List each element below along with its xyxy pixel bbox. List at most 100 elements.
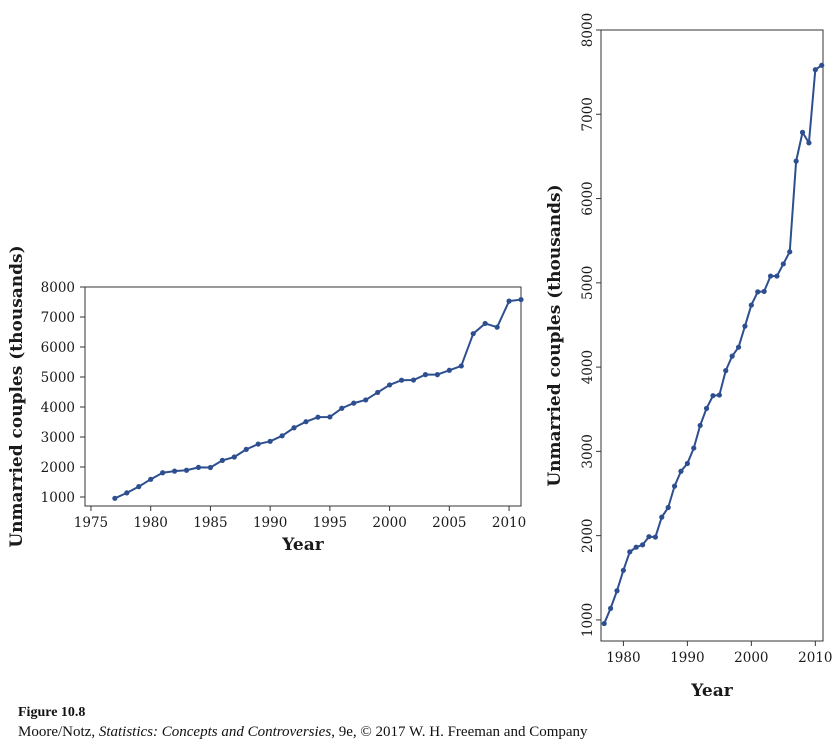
data-point [446, 367, 452, 373]
x-tick-label: 1995 [313, 515, 347, 531]
data-point [482, 320, 488, 327]
x-tick-label: 1980 [606, 650, 640, 666]
data-point [607, 605, 614, 611]
data-point [774, 273, 780, 279]
data-point [671, 483, 678, 489]
data-point [780, 261, 786, 267]
data-point [434, 372, 440, 378]
data-point [315, 414, 321, 420]
data-point [812, 67, 818, 73]
data-point [243, 446, 249, 452]
x-tick-label: 2005 [432, 515, 466, 531]
data-point [410, 377, 417, 383]
data-point [767, 273, 774, 279]
plot-frame [600, 29, 824, 642]
data-point [160, 470, 166, 476]
y-tick-label: 4000 [41, 400, 75, 416]
y-tick-label: 8000 [41, 280, 75, 296]
x-tick-label: 2000 [372, 515, 406, 531]
series-line [114, 298, 522, 500]
data-point [183, 467, 190, 473]
data-point [614, 588, 620, 594]
y-tick-label: 1000 [41, 490, 75, 506]
data-point [735, 344, 742, 350]
data-point [231, 454, 237, 460]
data-point [375, 389, 381, 396]
data-point [793, 158, 799, 164]
data-point [195, 464, 202, 470]
data-point [387, 382, 393, 388]
data-point [819, 62, 825, 68]
y-tick-label: 5000 [41, 370, 75, 386]
data-point [279, 433, 285, 439]
data-point [112, 495, 118, 501]
data-point [339, 405, 345, 411]
x-tick-label: 2000 [734, 650, 768, 666]
x-tick-label: 1990 [253, 515, 287, 531]
data-point [267, 438, 273, 444]
x-tick-label: 2010 [798, 650, 832, 666]
x-axis-title: Year [281, 535, 324, 555]
data-point [291, 425, 297, 431]
plot-frame [84, 286, 522, 507]
data-point [506, 298, 512, 304]
data-point [716, 392, 722, 398]
figure-title: Figure 10.8 [18, 705, 86, 720]
tall-line-chart: 1980 1990 2000 2010 1000 2000 3000 4000 5000 6000… [545, 13, 833, 701]
data-point [678, 468, 684, 474]
y-axis-title: Unmarried couples (thousands) [545, 184, 565, 486]
data-point [458, 363, 464, 369]
data-point [494, 324, 500, 330]
data-point [703, 405, 710, 411]
y-axis-title: Unmarried couples (thousands) [7, 245, 27, 547]
data-point [255, 441, 261, 447]
data-point [729, 353, 735, 359]
credit-author: Moore/Notz, [18, 724, 99, 740]
data-point [755, 289, 761, 295]
data-point [303, 419, 309, 425]
y-tick-label: 7000 [580, 97, 596, 131]
data-point [627, 549, 633, 555]
data-point [327, 414, 333, 420]
data-point [639, 542, 646, 548]
y-tick-label: 3000 [580, 434, 596, 468]
data-point [787, 249, 793, 255]
data-point [398, 377, 405, 383]
data-point [652, 534, 658, 540]
figure-credit: Moore/Notz, Statistics: Concepts and Con… [18, 724, 588, 741]
data-point [633, 544, 639, 550]
data-point [748, 302, 754, 308]
data-point [665, 504, 671, 511]
y-tick-label: 6000 [580, 181, 596, 215]
x-tick-label: 1990 [670, 650, 704, 666]
data-point [124, 490, 130, 496]
data-point [691, 445, 697, 451]
x-tick-label: 1980 [134, 515, 168, 531]
data-point [761, 288, 767, 295]
y-tick-label: 5000 [580, 266, 596, 300]
y-tick-label: 2000 [41, 460, 75, 476]
series-line [603, 64, 823, 624]
data-point [684, 460, 690, 467]
data-point [620, 567, 626, 573]
data-point [659, 514, 665, 520]
data-point [422, 372, 429, 378]
data-point [723, 368, 729, 374]
wide-line-chart: 1975 1980 1985 1990 1995 2000 2005 2010 1000 2000… [7, 245, 526, 555]
y-tick-label: 3000 [41, 430, 75, 446]
x-tick-label: 1985 [193, 515, 227, 531]
data-point [799, 129, 806, 135]
x-tick-label: 1975 [74, 515, 108, 531]
x-tick-label: 2010 [492, 515, 526, 531]
y-tick-label: 7000 [41, 310, 75, 326]
data-point [171, 468, 178, 474]
data-point [742, 323, 748, 329]
data-point [363, 397, 369, 403]
y-tick-label: 6000 [41, 340, 75, 356]
data-point [710, 393, 716, 399]
y-tick-label: 1000 [580, 603, 596, 637]
data-point [136, 484, 142, 490]
data-point [207, 464, 214, 471]
data-point [697, 422, 703, 429]
